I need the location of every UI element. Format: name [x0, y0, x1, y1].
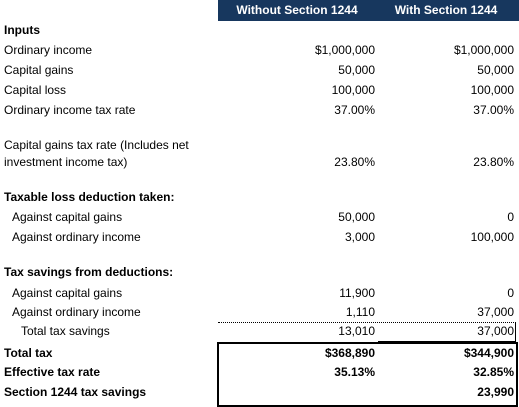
cell-value: 100,000 [470, 83, 514, 97]
cell-value: 23,990 [477, 385, 514, 399]
row-label: Against ordinary income [12, 230, 141, 244]
row-label: Capital gains [4, 63, 74, 77]
row-label: Ordinary income [4, 43, 93, 57]
cell-value: $344,900 [463, 346, 514, 360]
cell-value: 37,000 [477, 324, 514, 338]
cell-value: 11,900 [339, 286, 375, 300]
row-label: Capital loss [4, 83, 67, 97]
cell-value: 32.85% [473, 365, 514, 379]
cell-value: 100,000 [331, 83, 375, 97]
cell-value: 23.80% [473, 155, 514, 169]
row-label: Against capital gains [12, 210, 123, 224]
cell-value: 37.00% [334, 103, 375, 117]
cell-value: 3,000 [344, 230, 375, 244]
header-bar: Without Section 1244 With Section 1244 [218, 0, 519, 21]
row-label: Section 1244 tax savings [4, 385, 147, 399]
row-label: investment income tax) [4, 155, 128, 169]
cell-value: 50,000 [477, 63, 514, 77]
row-label: Tax savings from deductions: [4, 265, 174, 279]
cell-value: 1,110 [345, 305, 375, 319]
row-label: Taxable loss deduction taken: [4, 190, 175, 204]
cell-value: 50,000 [338, 63, 375, 77]
cell-value: 100,000 [470, 230, 514, 244]
dotted-rule [218, 322, 516, 323]
row-label: Total tax savings [21, 324, 110, 338]
column-header: With Section 1244 [394, 3, 498, 17]
cell-value: $1,000,000 [314, 43, 375, 57]
column-header: Without Section 1244 [236, 3, 358, 17]
cell-border [378, 322, 516, 342]
row-label: Effective tax rate [4, 365, 101, 379]
cell-value: $1,000,000 [453, 43, 514, 57]
cell-value: 37.00% [473, 103, 514, 117]
cell-value: 50,000 [338, 210, 375, 224]
cell-value: 0 [507, 210, 514, 224]
cell-value: 37,000 [477, 305, 514, 319]
cell-value: 35.13% [334, 365, 375, 379]
cell-value: 0 [507, 286, 514, 300]
row-label: Against capital gains [12, 286, 123, 300]
cell-value: 13,010 [338, 324, 375, 338]
row-label: Ordinary income tax rate [4, 103, 136, 117]
row-label: Capital gains tax rate (Includes net [4, 138, 189, 152]
row-label: Inputs [4, 23, 40, 37]
totals-box [217, 342, 518, 407]
cell-value: 23.80% [334, 155, 375, 169]
row-label: Against ordinary income [12, 305, 141, 319]
row-label: Total tax [4, 346, 53, 360]
cell-value: $368,890 [324, 346, 375, 360]
